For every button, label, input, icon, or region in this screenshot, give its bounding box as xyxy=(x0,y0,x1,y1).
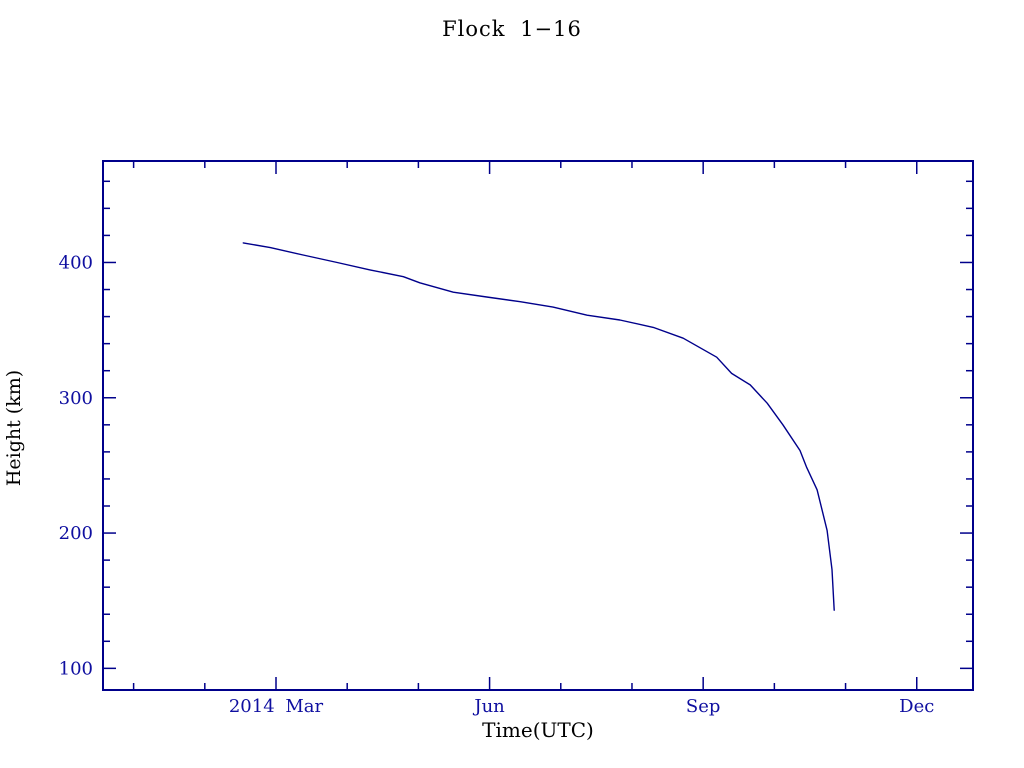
x-tick-label: 2014 Mar xyxy=(229,696,324,717)
chart-title: Flock 1−16 xyxy=(442,17,582,41)
data-curve xyxy=(242,242,835,611)
x-tick-label: Sep xyxy=(686,696,721,717)
y-tick-label: 400 xyxy=(59,252,93,273)
x-tick-label: Jun xyxy=(472,696,505,717)
plot-frame xyxy=(102,160,974,691)
y-tick-label: 100 xyxy=(59,658,93,679)
y-tick-label: 300 xyxy=(59,388,93,409)
x-axis-label: Time(UTC) xyxy=(482,718,594,742)
y-tick-label: 200 xyxy=(59,523,93,544)
x-tick-label: Dec xyxy=(899,696,934,717)
